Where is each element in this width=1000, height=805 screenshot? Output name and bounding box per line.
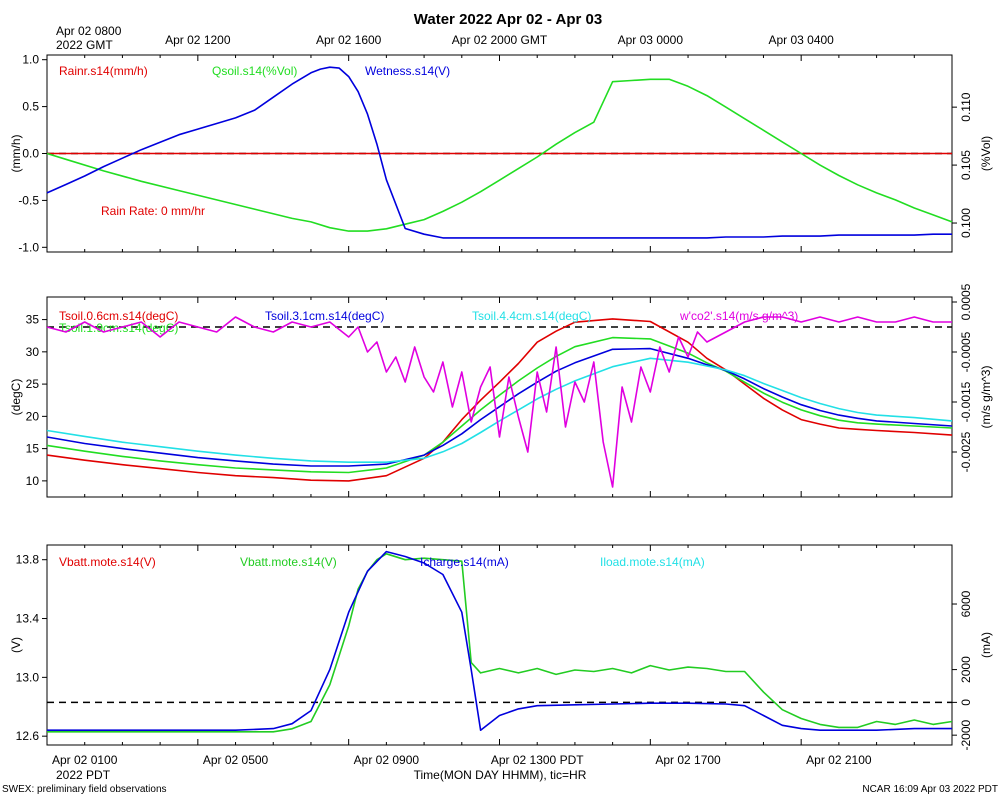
series-line-tsoil-3-1cm-s14-degc- (46, 347, 953, 467)
left-tick-label: -1.0 (18, 240, 39, 254)
legend-entry: w'co2'.s14(m/s g/m^3) (679, 309, 798, 323)
right-axis-label: (m/s g/m^3) (979, 366, 993, 429)
series-line-icharge-s14-ma- (47, 550, 952, 732)
left-tick-label: 13.0 (16, 670, 40, 684)
bottom-axis-tick-labels: Apr 02 0100 Apr 02 0500 Apr 02 0900 Apr 02 … (52, 753, 872, 767)
footer-left: SWEX: preliminary field observations (2, 784, 167, 795)
bottom-tick-label: Apr 02 2100 (806, 753, 872, 767)
panel-water: 1.0 0.5 0.0 -0.5 -1.0 0.100 0.105 0.110 (mm/h) (%… (9, 53, 993, 255)
top-axis-tick-labels: Apr 02 1200 Apr 02 1600 Apr 02 2000 GMT Apr… (165, 33, 834, 47)
left-tick-label: 0.5 (22, 100, 39, 114)
series-line-tsoil-1-9cm-s14-degc- (46, 336, 953, 474)
right-tick-label: 0.105 (959, 150, 973, 180)
right-tick-label: -0.0005 (959, 331, 973, 372)
left-tick-label: 20 (26, 409, 40, 423)
legend-entry: Vbatt.mote.s14(V) (240, 555, 337, 569)
panel-annotation: Rain Rate: 0 mm/hr (101, 204, 205, 218)
series-line-vbatt-mote-s14-v- (47, 552, 953, 733)
left-tick-label: 0.0 (22, 147, 39, 161)
bottom-tick-label: Apr 02 0100 (52, 753, 118, 767)
series-line-tsoil-4-4cm-s14-degc- (46, 357, 953, 464)
panel-soil: 10 15 20 25 30 35 -0.0025 -0.0015 -0.0005 0.0005 (… (9, 283, 993, 498)
top-tick-label: Apr 02 1200 (165, 33, 231, 47)
x-axis-label: Time(MON DAY HHMM), tic=HR (414, 768, 587, 782)
left-tick-label: 13.8 (16, 553, 40, 567)
right-tick-label: 0.110 (959, 92, 973, 121)
left-axis-label: (V) (9, 637, 23, 653)
top-tick-label: Apr 02 2000 GMT (452, 33, 548, 47)
right-tick-label: 0 (959, 699, 973, 706)
left-tick-label: 25 (26, 377, 40, 391)
top-tick-label: Apr 02 1600 (316, 33, 382, 47)
right-tick-label: 0.100 (959, 208, 973, 238)
left-axis-label: (degC) (9, 379, 23, 416)
left-tick-label: 10 (26, 474, 40, 488)
series-line-tsoil-0-6cm-s14-degc- (46, 318, 953, 482)
legend-entry: Tsoil.3.1cm.s14(degC) (265, 309, 384, 323)
legend-entry: Tsoil.4.4cm.s14(degC) (472, 309, 591, 323)
left-tick-label: 1.0 (22, 53, 39, 67)
right-tick-label: -2000 (959, 719, 973, 750)
bottom-axis-year-label: 2022 PDT (56, 768, 111, 782)
legend-entry: Rainr.s14(mm/h) (59, 64, 148, 78)
left-tick-label: -0.5 (18, 193, 39, 207)
top-tick-label: Apr 03 0400 (768, 33, 834, 47)
panel-power: 12.6 13.0 13.4 13.8 -2000 0 2000 6000 (V) (mA) Vba… (9, 544, 993, 751)
series-line-qsoil-s14-vol- (46, 78, 953, 232)
left-axis-label: (mm/h) (9, 135, 23, 173)
series-line-wetness-s14-v- (46, 66, 952, 239)
right-tick-label: 0.0005 (959, 283, 973, 320)
top-tick-label: Apr 03 0000 (618, 33, 684, 47)
top-axis-first-label: Apr 02 0800 (56, 24, 122, 38)
left-tick-label: 15 (26, 442, 40, 456)
legend-entry: Qsoil.s14(%Vol) (212, 64, 297, 78)
footer-right: NCAR 16:09 Apr 03 2022 PDT (862, 784, 998, 795)
series-line-w-co2-s14-m-s-g-m-3- (46, 316, 952, 488)
right-tick-label: 2000 (959, 656, 973, 683)
left-tick-label: 13.4 (16, 612, 40, 626)
left-tick-label: 30 (26, 345, 40, 359)
chart-title: Water 2022 Apr 02 - Apr 03 (414, 11, 602, 28)
right-axis-label: (%Vol) (979, 136, 993, 171)
legend-entry: Icharge.s14(mA) (420, 555, 509, 569)
right-tick-label: -0.0015 (959, 381, 973, 422)
legend-entry: Vbatt.mote.s14(V) (59, 555, 156, 569)
legend-entry: Iload.mote.s14(mA) (600, 555, 705, 569)
right-axis-label: (mA) (979, 632, 993, 658)
legend-entry: Wetness.s14(V) (365, 64, 450, 78)
bottom-tick-label: Apr 02 1300 PDT (491, 753, 584, 767)
bottom-tick-label: Apr 02 0500 (203, 753, 269, 767)
bottom-tick-label: Apr 02 0900 (354, 753, 420, 767)
right-tick-label: -0.0025 (959, 431, 973, 472)
chart-panels: 1.0 0.5 0.0 -0.5 -1.0 0.100 0.105 0.110 (mm/h) (%… (9, 53, 993, 751)
top-axis-first-label-year: 2022 GMT (56, 38, 113, 52)
right-tick-label: 6000 (959, 590, 973, 617)
left-tick-label: 35 (26, 313, 40, 327)
left-tick-label: 12.6 (16, 729, 40, 743)
bottom-tick-label: Apr 02 1700 (655, 753, 721, 767)
legend-entry: Tsoil.0.6cm.s14(degC) (59, 309, 178, 323)
